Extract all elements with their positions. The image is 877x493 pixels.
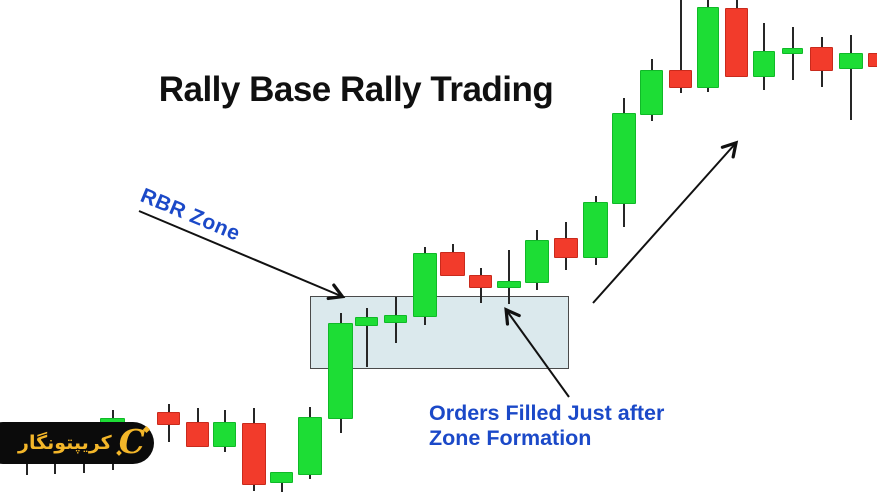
candle-body-bear <box>157 412 180 425</box>
candle-body-bear <box>469 275 492 288</box>
candle-body-bear <box>440 252 465 276</box>
candle-body-bull <box>583 202 608 258</box>
candle-body-bull <box>753 51 775 77</box>
watermark-brand-text: کریپتونگار <box>18 432 112 454</box>
candle-wick <box>508 250 510 304</box>
candle-body-bear <box>242 423 266 485</box>
candle-body-bull <box>328 323 353 419</box>
page-title: Rally Base Rally Trading <box>158 70 554 109</box>
candle-body-bull <box>497 281 521 288</box>
candle-body-bull <box>839 53 863 69</box>
candle-body-bull <box>270 472 293 483</box>
candle-body-bear <box>725 8 748 77</box>
candle-wick <box>365 308 368 367</box>
watermark-pill: کریپتونگار C <box>0 422 154 464</box>
candle-body-bull <box>612 113 636 204</box>
candle-body-bear <box>669 70 692 88</box>
candle-body-bull <box>413 253 437 317</box>
orders-filled-line2: Zone Formation <box>429 426 592 450</box>
candle-body-bull <box>213 422 236 447</box>
watermark-c-logo-icon: C <box>115 425 150 458</box>
candle-body-bull <box>640 70 663 115</box>
candle-body-bear <box>554 238 578 258</box>
candle-body-bull <box>525 240 549 283</box>
candle-body-bear <box>810 47 833 71</box>
orders-filled-label: Orders Filled Just after Zone Formation <box>429 401 664 451</box>
candle-wick <box>850 35 852 120</box>
candle-wick <box>679 0 682 93</box>
candle-body-bull <box>355 317 378 326</box>
candle-body-bull <box>697 7 719 88</box>
candle-body-bull <box>298 417 322 475</box>
candle-body-bull <box>782 48 803 54</box>
candle-body-bear <box>868 53 877 67</box>
candle-body-bull <box>384 315 407 323</box>
candle-body-bear <box>186 422 209 447</box>
orders-filled-line1: Orders Filled Just after <box>429 401 665 425</box>
